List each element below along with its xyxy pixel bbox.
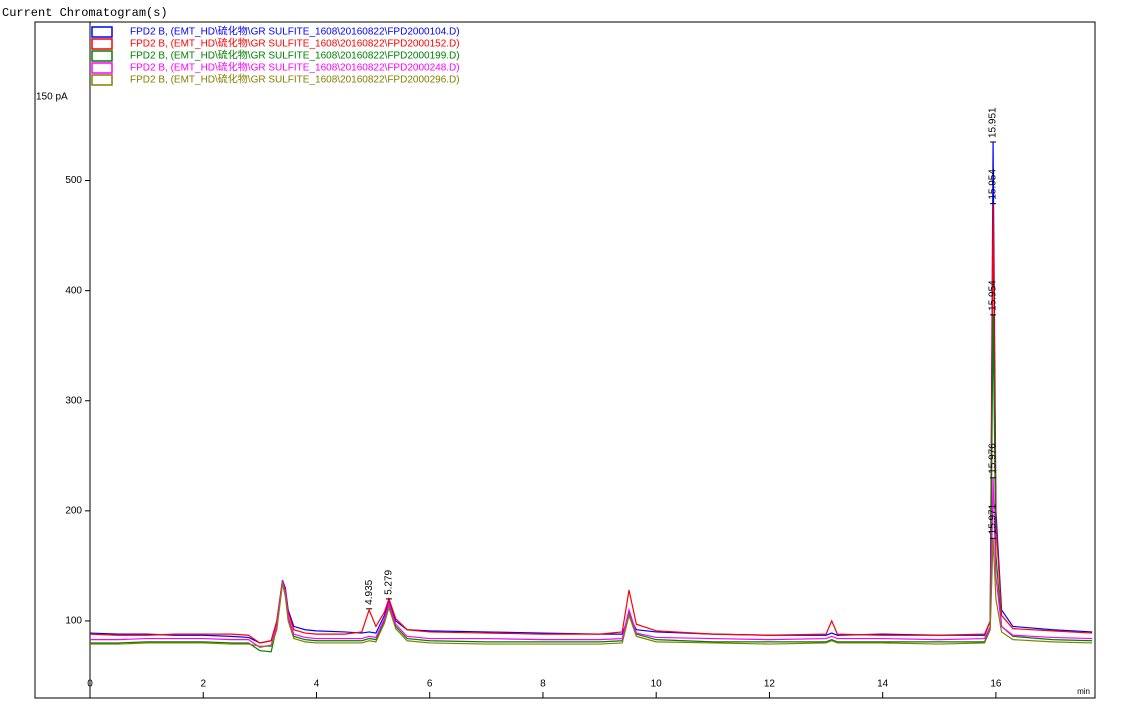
legend-label: FPD2 B, (EMT_HD\硫化物\GR SULFITE_1608\2016… bbox=[130, 73, 460, 86]
x-tick-label: 16 bbox=[990, 679, 1002, 690]
peak-label: 15.954 bbox=[988, 169, 999, 200]
legend-label: FPD2 B, (EMT_HD\硫化物\GR SULFITE_1608\2016… bbox=[130, 49, 460, 62]
y-tick-label: 100 bbox=[65, 616, 82, 627]
y-tick-label: 400 bbox=[65, 285, 82, 296]
legend-label: FPD2 B, (EMT_HD\硫化物\GR SULFITE_1608\2016… bbox=[130, 37, 460, 50]
legend-label: FPD2 B, (EMT_HD\硫化物\GR SULFITE_1608\2016… bbox=[130, 61, 460, 74]
x-tick-label: 8 bbox=[540, 679, 546, 690]
legend-swatch bbox=[91, 50, 113, 62]
y-tick-label: 300 bbox=[65, 395, 82, 406]
y-unit-label: 150 pA bbox=[36, 92, 68, 103]
x-tick-label: 10 bbox=[651, 679, 663, 690]
legend-swatch bbox=[91, 38, 113, 50]
header: Current Chromatogram(s) bbox=[2, 6, 168, 20]
legend-swatch bbox=[91, 26, 113, 38]
legend-swatch bbox=[91, 62, 113, 74]
peak-label: 15.976 bbox=[988, 443, 999, 474]
x-tick-label: 4 bbox=[314, 679, 320, 690]
y-tick-label: 500 bbox=[65, 175, 82, 186]
peak-label: 4.935 bbox=[364, 579, 375, 604]
x-tick-label: 12 bbox=[764, 679, 776, 690]
x-tick-label: 14 bbox=[877, 679, 889, 690]
y-tick-label: 200 bbox=[65, 505, 82, 516]
peak-label: 15.971 bbox=[988, 503, 999, 534]
peak-label: 15.951 bbox=[988, 107, 999, 138]
x-tick-label: 6 bbox=[427, 679, 433, 690]
x-unit-label: min bbox=[1077, 687, 1090, 696]
legend-label: FPD2 B, (EMT_HD\硫化物\GR SULFITE_1608\2016… bbox=[130, 25, 460, 38]
series-line bbox=[89, 203, 1093, 644]
x-tick-label: 0 bbox=[87, 679, 93, 690]
peak-label: 15.954 bbox=[988, 280, 999, 311]
legend-swatch bbox=[91, 74, 113, 86]
series-line bbox=[90, 538, 1093, 647]
series-line bbox=[90, 314, 1093, 653]
peak-label: 5.279 bbox=[384, 569, 395, 594]
x-tick-label: 2 bbox=[200, 679, 206, 690]
